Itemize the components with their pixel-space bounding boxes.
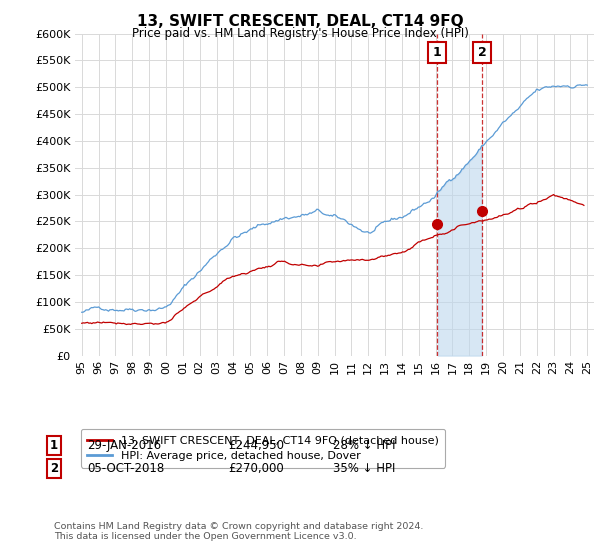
Text: Price paid vs. HM Land Registry's House Price Index (HPI): Price paid vs. HM Land Registry's House … (131, 27, 469, 40)
Legend: 13, SWIFT CRESCENT, DEAL, CT14 9FQ (detached house), HPI: Average price, detache: 13, SWIFT CRESCENT, DEAL, CT14 9FQ (deta… (80, 429, 445, 468)
Text: 28% ↓ HPI: 28% ↓ HPI (333, 438, 395, 452)
Text: £244,950: £244,950 (228, 438, 284, 452)
Text: Contains HM Land Registry data © Crown copyright and database right 2024.
This d: Contains HM Land Registry data © Crown c… (54, 522, 424, 542)
Text: 1: 1 (433, 46, 442, 59)
Text: 29-JAN-2016: 29-JAN-2016 (87, 438, 161, 452)
Text: 2: 2 (478, 46, 487, 59)
Text: £270,000: £270,000 (228, 462, 284, 475)
Text: 35% ↓ HPI: 35% ↓ HPI (333, 462, 395, 475)
Text: 2: 2 (50, 462, 58, 475)
Text: 13, SWIFT CRESCENT, DEAL, CT14 9FQ: 13, SWIFT CRESCENT, DEAL, CT14 9FQ (137, 14, 463, 29)
Text: 1: 1 (50, 438, 58, 452)
Text: 05-OCT-2018: 05-OCT-2018 (87, 462, 164, 475)
